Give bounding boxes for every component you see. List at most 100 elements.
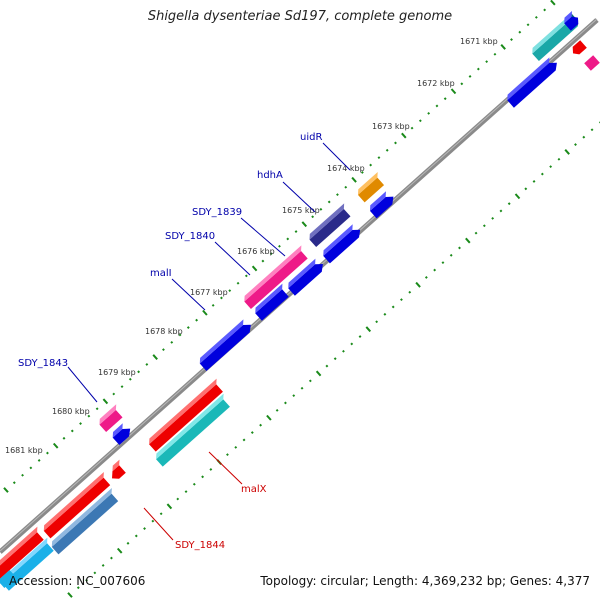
- ruler-tick: [460, 82, 464, 86]
- ruler-labels: 1671 kbp 1672 kbp 1673 kbp 1674 kbp 1675…: [5, 37, 498, 455]
- gene-arrow: [2, 537, 54, 591]
- ruler-tick: [333, 357, 337, 361]
- ruler-tick: [234, 445, 238, 449]
- ruler-tick: [358, 335, 362, 338]
- ruler-tick: [3, 487, 9, 493]
- ruler-tick: [458, 246, 461, 250]
- ruler-tick: [162, 348, 165, 352]
- gene-label-malx[interactable]: malX: [241, 484, 267, 495]
- ruler-tick: [201, 475, 205, 479]
- gene-label-sdy1840[interactable]: SDY_1840: [165, 231, 215, 242]
- ruler-tick: [360, 171, 364, 174]
- ruler-tick: [518, 30, 522, 34]
- ruler-tick: [209, 468, 213, 471]
- gene-label-uidR[interactable]: uidR: [300, 132, 322, 143]
- ruler-tick: [202, 309, 208, 316]
- ruler-tick: [510, 38, 513, 41]
- ruler-tick: [37, 459, 41, 462]
- ruler-tick: [507, 202, 511, 206]
- ruler-tick: [67, 592, 73, 598]
- gene-arrow: [357, 171, 385, 203]
- ruler-tick: [21, 473, 24, 477]
- gene-label-hdhA[interactable]: hdhA: [257, 170, 283, 181]
- ruler-tick: [574, 143, 577, 146]
- ruler-tick: [549, 165, 553, 169]
- gene-label-sdy1843[interactable]: SDY_1843: [18, 358, 68, 369]
- gene-arrow: [244, 245, 308, 310]
- ruler-tick: [540, 172, 544, 176]
- gene-arrow: [0, 569, 17, 589]
- ruler-tick: [226, 453, 229, 457]
- ruler-tick: [236, 281, 240, 285]
- gene-arrow: [309, 203, 351, 248]
- ruler-tick: [29, 466, 33, 470]
- ruler-tick: [93, 571, 97, 575]
- ruler-tick: [62, 436, 66, 440]
- gene-arrow: [99, 404, 123, 433]
- ruler-tick: [166, 503, 173, 510]
- ruler-tick: [377, 156, 381, 160]
- ruler-tick: [242, 438, 246, 442]
- ruler-tick: [590, 128, 594, 132]
- ruler-tick: [408, 290, 412, 294]
- ruler-tick: [410, 126, 414, 130]
- ruler-tick: [151, 519, 155, 523]
- gene-arrow: [369, 191, 394, 219]
- ruler-tick: [365, 326, 372, 333]
- ruler-tick: [308, 379, 312, 383]
- ruler-tick: [101, 564, 105, 567]
- ruler-label: 1671 kbp: [460, 37, 498, 46]
- ruler-tick: [493, 52, 497, 56]
- ruler-tick: [534, 15, 538, 19]
- gene-arrow: [0, 526, 44, 580]
- ruler-label: 1672 kbp: [417, 79, 455, 88]
- ruler-label: 1676 kbp: [237, 247, 275, 256]
- genome-summary-text: Topology: circular; Length: 4,369,232 bp…: [260, 574, 590, 588]
- gene-label-sdy1839[interactable]: SDY_1839: [192, 207, 242, 218]
- ruler-tick: [514, 193, 521, 200]
- ruler-tick: [532, 180, 536, 183]
- ruler-tick: [269, 252, 273, 256]
- ruler-tick: [228, 289, 232, 293]
- ruler-tick: [192, 482, 196, 486]
- ruler-tick: [102, 398, 109, 405]
- ruler-tick: [79, 422, 82, 425]
- ruler-tick: [350, 342, 354, 346]
- ruler-label: 1674 kbp: [327, 164, 365, 173]
- ruler-tick: [449, 253, 453, 257]
- ruler-tick: [476, 67, 480, 71]
- ruler-tick: [120, 385, 124, 389]
- ruler-tick: [400, 298, 403, 302]
- ruler-tick: [468, 75, 472, 78]
- gene-label-mali[interactable]: malI: [150, 268, 172, 279]
- gene-label-sdy1844[interactable]: SDY_1844: [175, 540, 225, 551]
- ruler-tick: [12, 481, 16, 485]
- ruler-tick: [424, 276, 428, 279]
- ruler-label: 1675 kbp: [282, 206, 320, 215]
- ruler-tick: [126, 541, 130, 545]
- gene-arrow: [564, 10, 579, 31]
- ruler-tick: [112, 392, 116, 396]
- ruler-tick: [500, 44, 506, 50]
- ruler-tick: [474, 231, 478, 235]
- ruler-tick: [220, 296, 223, 300]
- ruler-tick: [336, 193, 339, 197]
- gene-arrow: [43, 472, 111, 539]
- ruler-label: 1677 kbp: [190, 288, 228, 297]
- ruler-tick: [292, 394, 296, 398]
- plus-strand-genes: [99, 10, 579, 446]
- ruler-tick: [418, 119, 422, 123]
- ruler-tick: [315, 370, 322, 377]
- gene-arrow: [156, 393, 230, 467]
- ruler-tick: [351, 176, 357, 183]
- ruler-tick: [450, 88, 457, 95]
- gene-arrow: [51, 488, 119, 555]
- ruler-tick: [176, 497, 180, 501]
- ruler-tick: [435, 104, 439, 108]
- ruler-tick: [259, 423, 263, 427]
- gene-arrow: [288, 258, 323, 296]
- label-leaders: [67, 142, 351, 541]
- gene-arrow: [323, 224, 361, 264]
- ruler-tick: [145, 363, 149, 366]
